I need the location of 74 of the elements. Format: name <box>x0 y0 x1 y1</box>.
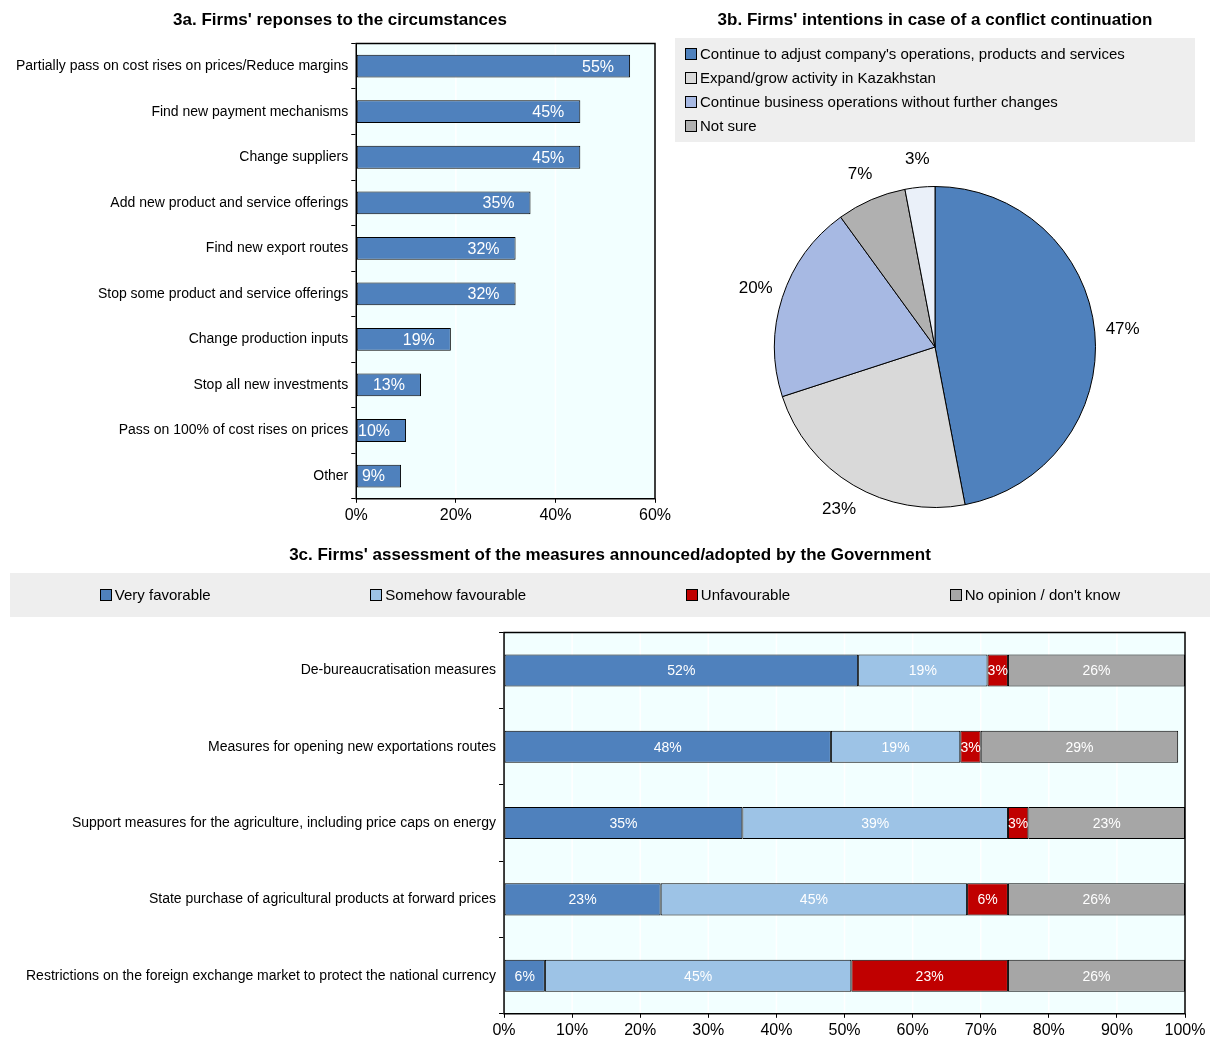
data-label: 52% <box>667 662 696 679</box>
y-tick-label: Find new export routes <box>205 239 349 256</box>
data-label: 9% <box>361 467 386 485</box>
legend-label: Continue business operations without further changes <box>700 92 1058 112</box>
x-tick-label: 50% <box>828 1020 861 1038</box>
legend-label: Very favorable <box>114 585 211 605</box>
data-label: 19% <box>402 330 435 348</box>
x-tick-label: 100% <box>1164 1020 1206 1038</box>
y-tick-label: Stop all new investments <box>193 375 349 392</box>
data-label: 3% <box>960 738 981 755</box>
data-label: 48% <box>653 738 682 755</box>
y-tick-label: Support measures for the agriculture, including price caps on energy <box>71 813 497 830</box>
x-tick-label: 20% <box>439 505 472 523</box>
data-label: 32% <box>467 239 500 257</box>
x-tick-label: 0% <box>492 1020 516 1038</box>
data-label: 19% <box>881 738 910 755</box>
data-label: 26% <box>1082 662 1111 679</box>
data-label: 10% <box>358 421 391 439</box>
x-tick-label: 90% <box>1100 1020 1133 1038</box>
data-label: 6% <box>514 967 535 984</box>
y-tick-label: State purchase of agricultural products at forward prices <box>148 890 497 907</box>
y-tick-label: Add new product and service offerings <box>110 193 349 210</box>
data-label: 13% <box>372 376 405 394</box>
x-tick-label: 40% <box>760 1020 793 1038</box>
data-label: 26% <box>1082 891 1111 908</box>
y-tick-label: Restrictions on the foreign exchange market to protect the national currency <box>25 966 497 983</box>
x-tick-label: 60% <box>638 505 672 523</box>
chart-title: 3c. Firms' assessment of the measures announced/adopted by the Government <box>288 544 932 566</box>
data-label: 45% <box>532 148 565 166</box>
data-label: 3% <box>904 149 930 169</box>
y-tick-label: Find new payment mechanisms <box>151 102 349 119</box>
y-tick-label: Change production inputs <box>188 330 349 347</box>
y-tick-label: Partially pass on cost rises on prices/Reduce margins <box>15 57 349 74</box>
legend-label: Somehow favourable <box>385 585 527 605</box>
y-tick-label: De-bureaucratisation measures <box>300 661 497 678</box>
data-label: 23% <box>1092 814 1121 831</box>
x-tick-label: 40% <box>539 505 572 523</box>
data-label: 29% <box>1065 738 1094 755</box>
legend-label: Expand/grow activity in Kazakhstan <box>700 68 936 88</box>
y-tick-label: Stop some product and service offerings <box>97 284 349 301</box>
data-label: 47% <box>1105 318 1140 338</box>
x-tick-label: 80% <box>1032 1020 1065 1038</box>
data-label: 23% <box>915 967 944 984</box>
data-label: 7% <box>847 163 873 183</box>
data-label: 35% <box>482 194 515 212</box>
data-label: 6% <box>977 891 998 908</box>
chart-title: 3b. Firms' intentions in case of a conflict continuation <box>716 9 1154 31</box>
x-tick-label: 60% <box>896 1020 929 1038</box>
data-label: 26% <box>1082 967 1111 984</box>
data-label: 23% <box>822 498 857 518</box>
data-label: 45% <box>684 967 713 984</box>
y-tick-label: Change suppliers <box>239 148 349 165</box>
y-tick-label: Pass on 100% of cost rises on prices <box>118 421 349 438</box>
chart-title: 3a. Firms' reponses to the circumstances <box>172 9 508 31</box>
y-tick-label: Measures for opening new exportations routes <box>208 737 497 754</box>
x-tick-label: 0% <box>344 505 368 523</box>
data-label: 35% <box>609 814 638 831</box>
data-label: 19% <box>908 662 937 679</box>
legend-label: No opinion / don't know <box>964 585 1121 605</box>
data-label: 39% <box>861 814 890 831</box>
x-tick-label: 30% <box>692 1020 725 1038</box>
y-tick-label: Other <box>313 466 349 483</box>
legend-label: Not sure <box>700 116 757 136</box>
data-label: 32% <box>467 285 500 303</box>
legend-label: Continue to adjust company's operations, products and services <box>700 44 1125 64</box>
x-tick-label: 10% <box>556 1020 589 1038</box>
data-label: 45% <box>532 103 565 121</box>
legend-label: Unfavourable <box>700 585 791 605</box>
x-tick-label: 70% <box>964 1020 997 1038</box>
data-label: 45% <box>799 891 828 908</box>
data-label: 20% <box>738 278 773 298</box>
x-tick-label: 20% <box>624 1020 657 1038</box>
data-label: 23% <box>568 891 597 908</box>
data-label: 55% <box>582 57 615 75</box>
